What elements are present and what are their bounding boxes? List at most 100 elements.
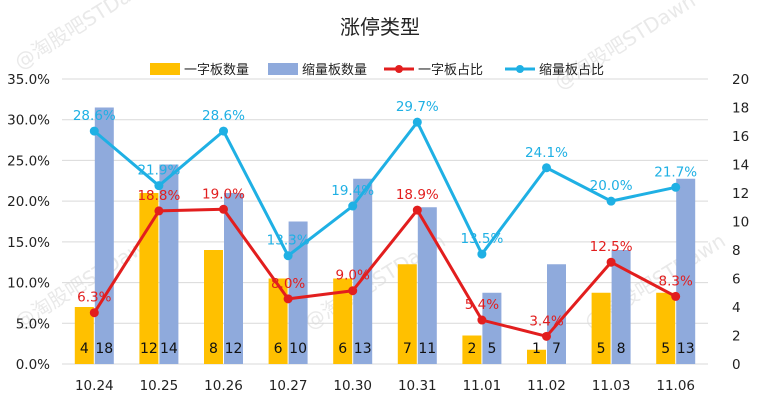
- lines: [89, 117, 681, 341]
- category-label: 11.02: [527, 378, 566, 394]
- x-axis: 10.24 10.25 10.26 10.27 10.30 10.31 11.01 11.02…: [75, 378, 695, 394]
- legend-label: 一字板数量: [184, 63, 249, 78]
- line-point: [89, 126, 99, 136]
- line-point: [154, 181, 164, 191]
- left-tick-label: 35.0%: [7, 72, 50, 88]
- bar-yizi: [333, 278, 353, 364]
- left-tick-label: 20.0%: [7, 194, 50, 210]
- right-tick-label: 4: [732, 300, 741, 316]
- bar-suoliang: [547, 264, 566, 364]
- left-tick-label: 30.0%: [7, 113, 50, 129]
- legend: 一字板数量 缩量板数量 一字板占比 缩量板占比: [150, 62, 604, 78]
- category-label: 10.27: [269, 378, 308, 394]
- bar-suoliang: [159, 164, 179, 364]
- legend-label: 一字板占比: [418, 63, 483, 78]
- bar-label: 8: [209, 341, 218, 357]
- category-label: 10.25: [140, 378, 179, 394]
- line-label: 13.3%: [267, 233, 310, 249]
- line-label: 6.3%: [77, 290, 111, 306]
- bar-yizi: [656, 292, 676, 364]
- line-point: [477, 315, 487, 325]
- line-point: [348, 201, 358, 211]
- line-point: [477, 249, 487, 259]
- legend-marker: [516, 65, 524, 73]
- bar-label: 2: [467, 341, 476, 357]
- left-tick-label: 0.0%: [16, 357, 50, 373]
- legend-marker: [395, 65, 403, 73]
- line-label: 19.0%: [202, 186, 245, 202]
- bar-label: 6: [274, 341, 283, 357]
- category-label: 11.06: [656, 378, 695, 394]
- legend-swatch: [150, 63, 180, 75]
- line-label: 29.7%: [396, 99, 439, 115]
- right-tick-label: 2: [732, 329, 741, 345]
- left-tick-label: 25.0%: [7, 153, 50, 169]
- bar-suoliang: [353, 178, 373, 364]
- bar-label: 11: [418, 341, 436, 357]
- bar-label: 5: [487, 341, 496, 357]
- bars: [74, 107, 696, 364]
- line-point: [283, 251, 293, 261]
- line-label: 28.6%: [73, 108, 116, 124]
- line-point: [154, 206, 164, 216]
- bar-yizi: [462, 335, 482, 364]
- category-label: 11.03: [592, 378, 631, 394]
- line-label: 24.1%: [525, 145, 568, 161]
- bar-yizi: [204, 250, 223, 364]
- bar-suoliang: [611, 250, 631, 364]
- right-axis: 0 2 4 6 8 10 12 14 16 18 20: [732, 72, 749, 373]
- category-label: 10.30: [333, 378, 372, 394]
- line-label: 20.0%: [590, 178, 633, 194]
- line-point: [671, 291, 681, 301]
- bar-suoliang: [676, 178, 696, 364]
- line-point: [348, 286, 358, 296]
- bar-suoliang: [224, 193, 243, 364]
- legend-swatch: [268, 63, 298, 75]
- bar-label: 13: [354, 341, 372, 357]
- right-tick-label: 14: [732, 158, 749, 174]
- bar-label: 7: [552, 341, 561, 357]
- line-point: [89, 308, 99, 318]
- line-label: 8.0%: [271, 276, 305, 292]
- bar-yizi: [397, 264, 417, 364]
- line-yizi-pct: [93, 207, 677, 338]
- watermark-text: @淘股吧STDawn: [10, 0, 160, 74]
- line-point: [283, 294, 293, 304]
- right-tick-label: 8: [732, 243, 741, 259]
- right-tick-label: 20: [732, 72, 749, 88]
- left-tick-label: 10.0%: [7, 276, 50, 292]
- bar-label: 4: [80, 341, 89, 357]
- bar-label: 5: [661, 341, 670, 357]
- bar-label: 13: [677, 341, 695, 357]
- line-label: 13.5%: [460, 231, 503, 247]
- line-label: 18.8%: [137, 188, 180, 204]
- line-label: 28.6%: [202, 108, 245, 124]
- category-label: 10.24: [75, 378, 114, 394]
- right-tick-label: 18: [732, 101, 749, 117]
- line-label: 8.3%: [659, 273, 693, 289]
- right-tick-label: 16: [732, 129, 749, 145]
- line-point: [671, 182, 681, 192]
- line-point: [542, 163, 551, 173]
- category-label: 11.01: [463, 378, 502, 394]
- bar-suoliang: [288, 221, 308, 364]
- bar-yizi: [591, 292, 611, 364]
- bar-label: 5: [597, 341, 606, 357]
- data-labels: 4 18 12 14 8 12 6 10 6 13 7 11 2 5 1 7 5 8 5 136.3%18.8% 19.…: [73, 99, 697, 357]
- bar-suoliang: [417, 207, 437, 364]
- line-point: [542, 331, 551, 341]
- category-label: 10.26: [204, 378, 243, 394]
- chart-title: 涨停类型: [340, 15, 420, 39]
- line-point: [219, 204, 228, 214]
- bar-label: 12: [225, 341, 243, 357]
- bar-label: 10: [289, 341, 307, 357]
- line-label: 5.4%: [465, 297, 499, 313]
- bar-label: 1: [532, 341, 541, 357]
- right-tick-label: 10: [732, 215, 749, 231]
- bar-label: 14: [160, 341, 178, 357]
- right-tick-label: 0: [732, 357, 741, 373]
- bar-yizi: [268, 278, 288, 364]
- line-label: 21.9%: [137, 163, 180, 179]
- category-label: 10.31: [398, 378, 437, 394]
